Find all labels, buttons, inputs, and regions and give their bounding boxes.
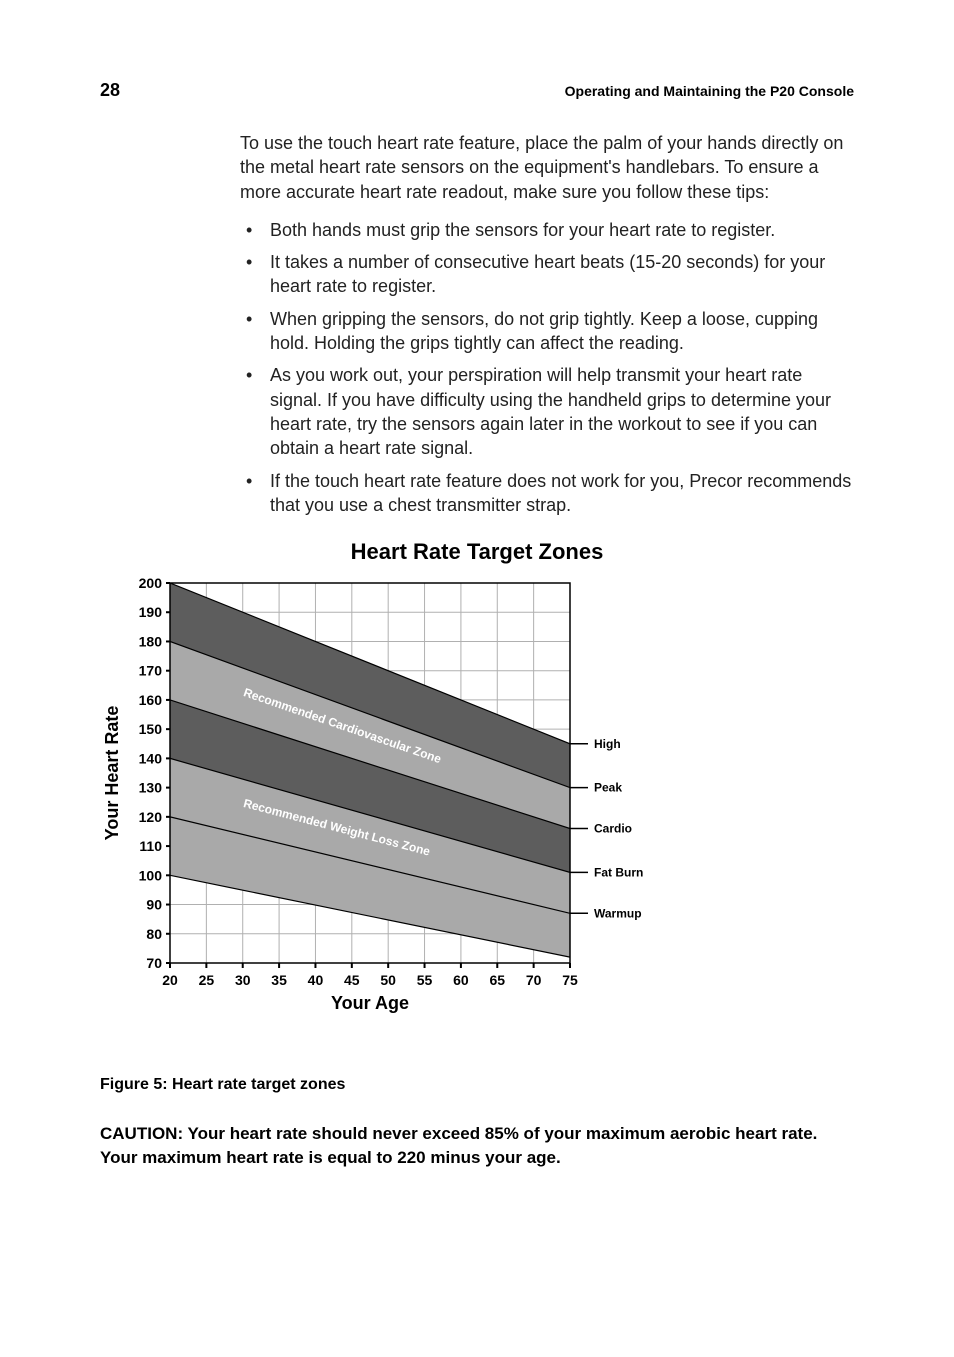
heart-rate-chart: Recommended Cardiovascular ZoneRecommend… [100,573,770,1053]
figure-caption: Figure 5: Heart rate target zones [100,1076,854,1094]
svg-text:Peak: Peak [594,781,622,795]
page-header: 28 Operating and Maintaining the P20 Con… [100,80,854,101]
svg-text:170: 170 [139,663,163,679]
caution-text: CAUTION: Your heart rate should never ex… [100,1122,854,1170]
body-content: To use the touch heart rate feature, pla… [240,131,854,517]
intro-paragraph: To use the touch heart rate feature, pla… [240,131,854,204]
svg-text:150: 150 [139,721,163,737]
svg-text:45: 45 [344,972,360,988]
header-title: Operating and Maintaining the P20 Consol… [565,83,854,99]
svg-text:70: 70 [146,955,162,971]
chart-section: Heart Rate Target Zones Recommended Card… [100,539,854,1058]
tip-item: When gripping the sensors, do not grip t… [240,307,854,356]
svg-text:60: 60 [453,972,469,988]
svg-text:30: 30 [235,972,251,988]
svg-text:50: 50 [380,972,396,988]
svg-text:190: 190 [139,604,163,620]
svg-text:80: 80 [146,926,162,942]
svg-text:75: 75 [562,972,578,988]
svg-text:130: 130 [139,780,163,796]
tip-item: As you work out, your perspiration will … [240,363,854,460]
svg-text:200: 200 [139,575,163,591]
svg-text:35: 35 [271,972,287,988]
svg-text:Warmup: Warmup [594,906,642,920]
tip-item: Both hands must grip the sensors for you… [240,218,854,242]
svg-text:Cardio: Cardio [594,822,632,836]
svg-text:25: 25 [199,972,215,988]
svg-text:65: 65 [489,972,505,988]
tip-item: If the touch heart rate feature does not… [240,469,854,518]
page-number: 28 [100,80,120,101]
svg-text:40: 40 [308,972,324,988]
svg-text:Your Age: Your Age [331,993,409,1013]
svg-text:90: 90 [146,897,162,913]
tips-list: Both hands must grip the sensors for you… [240,218,854,517]
chart-title: Heart Rate Target Zones [100,539,854,565]
svg-text:140: 140 [139,751,163,767]
page: 28 Operating and Maintaining the P20 Con… [0,0,954,1250]
svg-text:110: 110 [139,838,162,854]
svg-text:180: 180 [139,634,163,650]
tip-item: It takes a number of consecutive heart b… [240,250,854,299]
svg-text:120: 120 [139,809,163,825]
svg-text:55: 55 [417,972,433,988]
svg-text:20: 20 [162,972,178,988]
svg-text:Your Heart Rate: Your Heart Rate [102,706,122,841]
svg-text:100: 100 [139,867,163,883]
svg-text:Fat Burn: Fat Burn [594,866,643,880]
svg-text:160: 160 [139,692,163,708]
svg-text:High: High [594,737,621,751]
svg-text:70: 70 [526,972,542,988]
